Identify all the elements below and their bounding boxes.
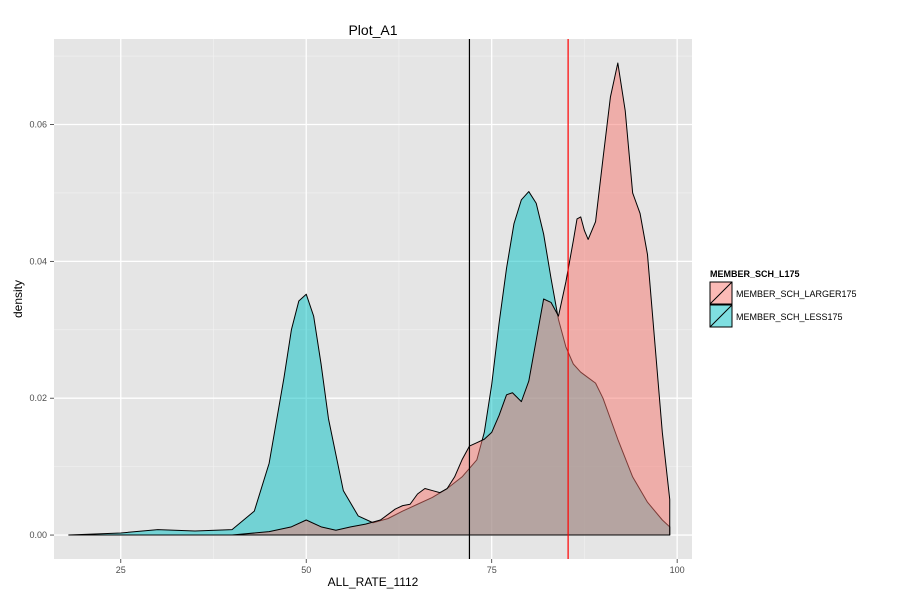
legend-title: MEMBER_SCH_L175 bbox=[710, 269, 800, 279]
x-tick-label: 50 bbox=[301, 565, 311, 575]
chart-title: Plot_A1 bbox=[348, 22, 397, 38]
y-tick-label: 0.04 bbox=[29, 256, 47, 266]
legend-swatch-slash bbox=[709, 304, 733, 328]
legend-key-2: MEMBER_SCH_LESS175 bbox=[709, 304, 843, 328]
y-tick-label: 0.02 bbox=[29, 393, 47, 403]
legend-swatch-slash bbox=[709, 281, 733, 305]
y-axis-title: density bbox=[11, 280, 25, 318]
legend-label: MEMBER_SCH_LESS175 bbox=[736, 312, 843, 322]
reference-lines bbox=[468, 39, 569, 559]
y-axis-ticks: 0.00 0.02 0.04 0.06 bbox=[29, 120, 54, 540]
legend-key-1: MEMBER_SCH_LARGER175 bbox=[709, 281, 857, 305]
legend-label: MEMBER_SCH_LARGER175 bbox=[736, 289, 857, 299]
x-tick-label: 100 bbox=[670, 565, 685, 575]
y-tick-label: 0.00 bbox=[29, 530, 47, 540]
x-tick-label: 25 bbox=[116, 565, 126, 575]
density-areas bbox=[68, 62, 671, 536]
y-tick-label: 0.06 bbox=[29, 120, 47, 130]
x-axis-ticks: 25 50 75 100 bbox=[116, 559, 685, 575]
density-area-member-sch-larger175 bbox=[68, 62, 671, 536]
legend: MEMBER_SCH_L175 MEMBER_SCH_LARGER175 MEMB… bbox=[709, 269, 857, 328]
x-tick-label: 75 bbox=[487, 565, 497, 575]
x-axis-title: ALL_RATE_1112 bbox=[328, 575, 419, 589]
